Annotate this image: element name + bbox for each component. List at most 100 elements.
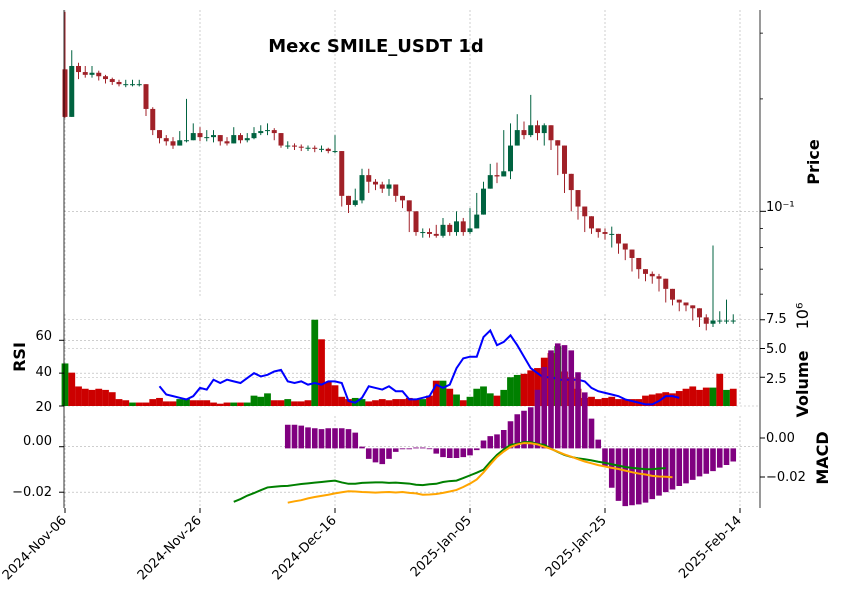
candle-body [730, 320, 736, 322]
volume-ylabel: Volume [793, 350, 812, 417]
macd-hist-bar [575, 372, 581, 449]
volume-tick-2-5: 2.5 [766, 372, 787, 387]
macd-hist-bar [541, 367, 548, 449]
volume-bar [696, 389, 703, 406]
x-tick-4: 2025-Jan-25 [543, 513, 610, 580]
volume-bar [655, 393, 663, 406]
macd-left-tick-neg: −0.02 [12, 485, 52, 500]
candle-body [710, 320, 716, 324]
macd-hist-bar [716, 448, 723, 468]
volume-bar [270, 400, 278, 406]
volume-bar [358, 399, 366, 406]
candle-body [136, 84, 142, 86]
volume-bar [250, 395, 258, 406]
volume-bar [716, 373, 724, 406]
macd-hist-bar [473, 448, 480, 451]
macd-hist-bar [548, 350, 554, 449]
volume-bar [311, 319, 319, 406]
candle-body [562, 145, 567, 174]
volume-bar [520, 373, 528, 406]
candle-body [440, 224, 446, 236]
volume-bar [230, 402, 238, 406]
macd-hist-bar [446, 448, 453, 458]
candle-body [319, 148, 324, 150]
volume-bar [203, 400, 211, 406]
volume-bar [277, 400, 285, 406]
volume-bar [412, 399, 420, 406]
volume-bar [486, 393, 494, 406]
macd-hist-bar [453, 448, 460, 458]
macd-hist-bar [662, 448, 669, 493]
volume-bar [608, 396, 616, 406]
macd-hist-bar [345, 429, 352, 449]
x-tick-0: 2024-Nov-06 [0, 513, 70, 583]
candle-body [82, 72, 88, 75]
macd-hist-bar [426, 448, 433, 450]
candle-body [568, 173, 574, 191]
candle-body [474, 214, 480, 229]
x-tick-5: 2025-Feb-14 [676, 513, 745, 582]
volume-bar [378, 399, 386, 406]
volume-bar [419, 399, 427, 406]
volume-bar [291, 401, 298, 406]
volume-bar [723, 389, 730, 406]
candle-body [676, 299, 682, 303]
volume-exponent-label: 10⁶ [793, 303, 812, 330]
macd-hist-bar [689, 448, 696, 480]
candle-body [271, 130, 277, 134]
volume-bar [365, 401, 373, 406]
candle-body [190, 133, 196, 141]
volume-bar [405, 397, 413, 406]
volume-bar [210, 402, 217, 406]
volume-bar [675, 391, 683, 406]
candle-body [130, 84, 135, 86]
candle-body [602, 232, 608, 234]
volume-bar [392, 399, 400, 406]
macd-hist-bar [325, 428, 332, 449]
candle-body [582, 206, 588, 217]
macd-hist-bar [656, 448, 662, 496]
volume-bar [459, 400, 467, 406]
price-ylabel: Price [804, 139, 823, 185]
macd-hist-bar [311, 428, 318, 449]
candle-body [427, 232, 432, 234]
volume-bar [223, 402, 231, 406]
volume-bar [601, 397, 609, 406]
candle-body [69, 65, 75, 117]
candle-body [406, 200, 412, 212]
volume-bar [473, 388, 481, 406]
candle-body [373, 181, 378, 185]
macd-hist-bar [581, 392, 588, 449]
volume-bar [432, 380, 440, 406]
volume-bar [615, 399, 622, 406]
volume-bar [709, 387, 717, 406]
rsi-tick-20: 20 [35, 400, 52, 415]
x-tick-2: 2024-Dec-16 [270, 513, 340, 583]
macd-hist-bar [338, 428, 345, 449]
candle-body [96, 72, 102, 77]
candle-body [184, 140, 189, 142]
volume-bar [297, 401, 305, 406]
macd-hist-bar [568, 350, 575, 449]
volume-bar [243, 402, 251, 406]
volume-bar [345, 399, 352, 406]
candle-body [298, 146, 304, 148]
candle-body [643, 269, 648, 274]
macd-hist-bar [730, 448, 737, 462]
macd-hist-bar [332, 428, 338, 449]
candle-body [177, 140, 183, 146]
volume-bar [108, 392, 116, 406]
macd-hist-bar [527, 407, 534, 449]
volume-bar [162, 401, 170, 406]
volume-bar [426, 395, 433, 406]
volume-tick-7-5: 7.5 [766, 312, 787, 327]
macd-hist-bar [406, 448, 413, 450]
volume-bar [480, 386, 487, 406]
candle-body [663, 278, 669, 289]
macd-hist-bar [494, 434, 500, 449]
price-tick-label: 10⁻¹ [766, 200, 795, 215]
volume-bar [466, 396, 474, 406]
candle-body [312, 147, 318, 149]
candle-body [703, 317, 709, 324]
